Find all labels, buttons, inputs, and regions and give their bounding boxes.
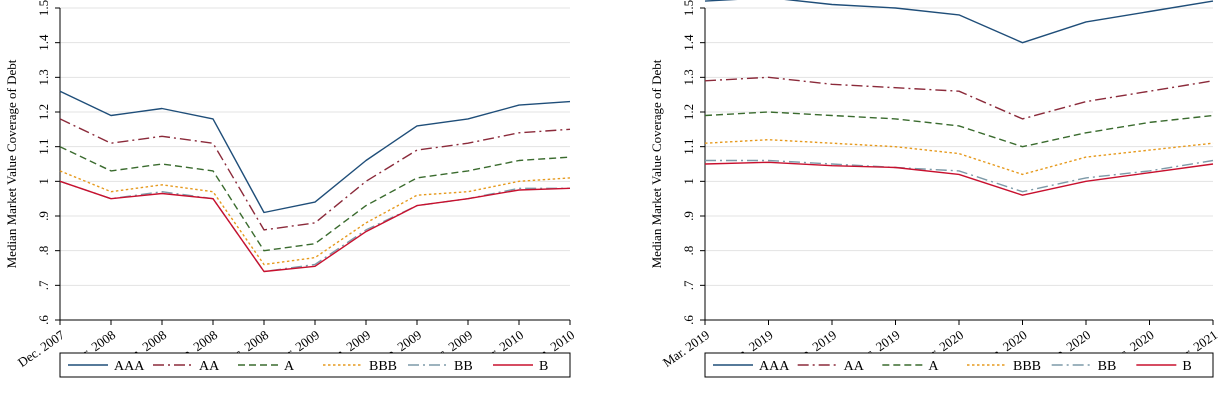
y-axis-label: Median Market Value Coverage of Debt (4, 59, 19, 268)
y-axis-label: Median Market Value Coverage of Debt (649, 59, 664, 268)
series-line-aa (704, 76, 1214, 120)
x-tick-label: Mar. 2019 (660, 327, 712, 370)
y-tick-label: 1.2 (681, 104, 696, 120)
y-tick-label: .8 (681, 246, 696, 256)
y-tick-label: .9 (36, 211, 51, 221)
series-line-a (59, 146, 571, 252)
series-line-bbb (59, 170, 571, 266)
series-line-bb (705, 159, 1214, 193)
chart-panel-2: .6 .7 .8 .9 1 1.1 1.2 1.3 1.4 1.5 Median Market Va… (649, 0, 1220, 378)
series-line-b (704, 161, 1214, 196)
y-tick-label: 1.1 (36, 139, 51, 155)
y-tick-label: .7 (681, 280, 696, 290)
series-line-bbb (704, 138, 1214, 176)
y-tick-label: 1 (681, 178, 696, 185)
y-tick-label: .6 (36, 315, 51, 325)
y-tick-label: 1.1 (681, 139, 696, 155)
y-tick-label: 1 (36, 178, 51, 185)
legend: AAA AA A BBB BB B (59, 352, 571, 378)
y-tick-label: .9 (681, 211, 696, 221)
y-tick-label: .7 (36, 280, 51, 290)
legend-label-a: A (928, 359, 939, 374)
y-tick-label: 1.4 (36, 34, 51, 51)
legend-box (59, 352, 571, 378)
legend-label-b: B (1182, 359, 1191, 374)
y-tick-label: 1.3 (681, 69, 696, 85)
y-tick-label: .8 (36, 246, 51, 256)
y-tick-label: 1.5 (681, 0, 696, 16)
y-tick-label: 1.5 (36, 0, 51, 16)
y-tick-label: 1.2 (36, 104, 51, 120)
legend-box (704, 352, 1214, 378)
legend-label-bb: BB (1098, 359, 1117, 374)
series-line-aaa (704, 0, 1214, 44)
legend-label-bbb: BBB (369, 359, 397, 374)
y-tick-label: .6 (681, 315, 696, 325)
y-tick-label: 1.4 (681, 34, 696, 51)
series-line-aaa (59, 90, 571, 214)
legend-label-aa: AA (844, 359, 865, 374)
y-tick-label: 1.3 (36, 69, 51, 85)
legend-label-aaa: AAA (114, 359, 145, 374)
legend-label-b: B (539, 359, 548, 374)
chart-panel-1: .6 .7 .8 .9 1 1.1 1.2 1.3 1.4 1.5 Median Market Va… (4, 0, 577, 378)
legend-label-bbb: BBB (1013, 359, 1041, 374)
legend-label-aaa: AAA (759, 359, 790, 374)
legend-label-a: A (284, 359, 295, 374)
series-line-b (59, 180, 571, 273)
legend-label-aa: AA (199, 359, 220, 374)
legend-label-bb: BB (454, 359, 473, 374)
series-line-aa (59, 118, 571, 231)
series-line-a (704, 111, 1214, 148)
legend: AAA AA A BBB BB B (704, 352, 1214, 378)
